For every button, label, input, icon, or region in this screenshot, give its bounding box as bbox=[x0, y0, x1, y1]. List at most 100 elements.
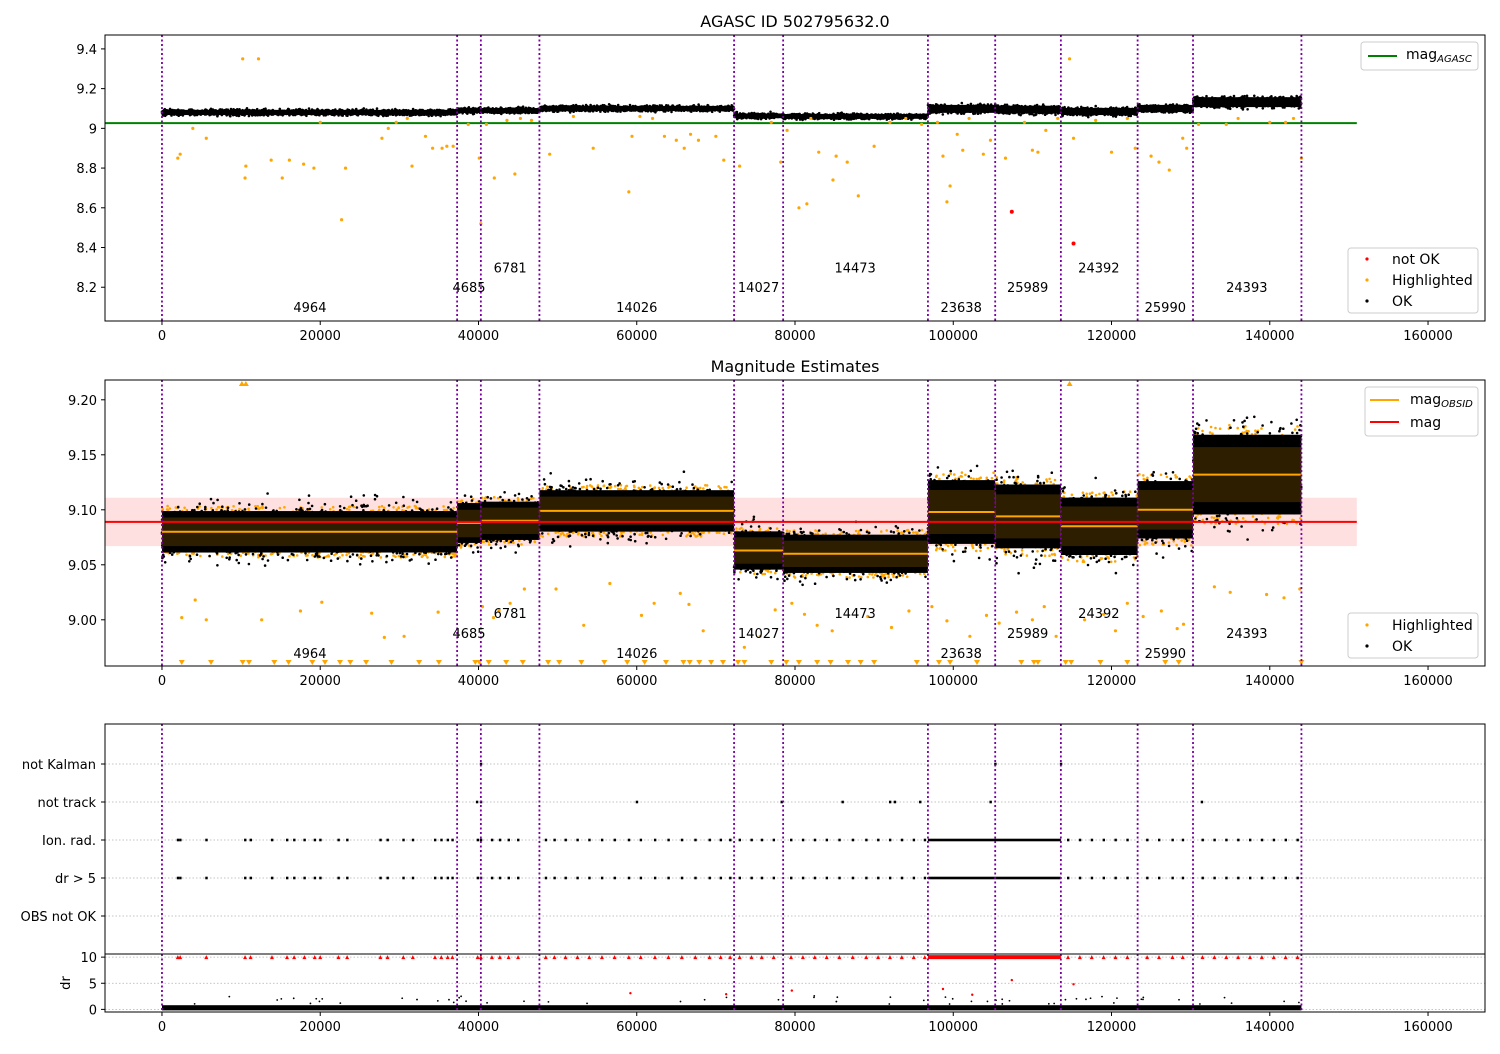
flag-mark bbox=[319, 876, 322, 880]
p1-ytick-label: 8.4 bbox=[76, 242, 97, 257]
dr-red-point bbox=[724, 993, 728, 996]
flag-mark bbox=[588, 838, 591, 842]
dr-point bbox=[1142, 996, 1145, 999]
ok-points bbox=[993, 469, 1063, 575]
dr-clipped-marker bbox=[812, 955, 817, 960]
flag-mark bbox=[440, 876, 443, 880]
highlighted-point bbox=[571, 114, 576, 119]
flag-mark bbox=[1260, 876, 1264, 880]
flag-mark bbox=[553, 876, 556, 880]
p2-obsid-label: 14026 bbox=[616, 647, 657, 662]
highlighted-clipped-marker bbox=[519, 660, 526, 665]
dr-clipped-marker bbox=[1156, 955, 1161, 960]
highlighted-point bbox=[872, 144, 876, 148]
highlighted-clipped-marker bbox=[1124, 660, 1131, 665]
dr-panel: 0 20000 40000 60000 80000 100000 120000 140000 1… bbox=[59, 951, 1486, 1035]
dr-clipped-marker bbox=[1065, 955, 1070, 960]
highlighted-point bbox=[935, 120, 940, 124]
highlighted-point bbox=[582, 623, 586, 627]
flag-mark bbox=[729, 838, 732, 842]
p2-obsid-label: 14027 bbox=[738, 627, 779, 642]
flag-mark bbox=[433, 876, 437, 880]
dr-point bbox=[1047, 1002, 1050, 1005]
dr-clipped-marker bbox=[800, 955, 805, 960]
flag-mark bbox=[1237, 876, 1240, 880]
highlighted-point bbox=[638, 114, 642, 119]
p4-xtick-label: 140000 bbox=[1245, 1020, 1295, 1035]
ok-points bbox=[160, 107, 459, 118]
highlighted-clipped-marker bbox=[936, 660, 943, 665]
flag-mark bbox=[176, 838, 180, 842]
p1-ytick-label: 8.6 bbox=[76, 202, 97, 217]
flag-mark bbox=[1126, 876, 1129, 880]
highlighted-clipped-marker bbox=[601, 660, 608, 665]
dr-clipped-marker bbox=[292, 955, 297, 960]
highlighted-point bbox=[722, 158, 726, 162]
flag-mark bbox=[1102, 838, 1106, 842]
dr-clipped-marker bbox=[506, 955, 511, 960]
highlighted-clipped-marker bbox=[973, 660, 980, 665]
highlighted-clipped-marker bbox=[1175, 660, 1182, 665]
p1-obsid-label: 23638 bbox=[940, 301, 981, 316]
ok-points bbox=[1136, 103, 1194, 114]
flag-mark bbox=[313, 838, 317, 842]
highlighted-clipped-marker bbox=[871, 660, 878, 665]
flag-mark bbox=[1296, 876, 1299, 880]
flag-mark bbox=[476, 876, 480, 880]
flag-mark bbox=[900, 838, 904, 842]
highlighted-point bbox=[591, 146, 595, 150]
highlighted-point bbox=[430, 146, 435, 150]
flag-mark bbox=[588, 876, 591, 880]
highlighted-point bbox=[802, 612, 807, 616]
highlighted-clipped-marker bbox=[641, 660, 648, 665]
p2-ytick-label: 9.10 bbox=[68, 504, 97, 519]
flag-mark bbox=[813, 876, 817, 880]
dr-point bbox=[321, 997, 324, 1000]
p2-xtick-label: 60000 bbox=[616, 674, 657, 689]
flag-mark bbox=[440, 838, 443, 842]
flag-mark bbox=[1200, 800, 1204, 804]
flag-mark bbox=[627, 838, 631, 842]
flag-mark bbox=[553, 838, 556, 842]
flag-mark bbox=[865, 876, 868, 880]
flag-mark bbox=[760, 838, 764, 842]
flag-mark bbox=[479, 838, 483, 842]
ok-points bbox=[538, 103, 736, 114]
dr-point bbox=[1112, 1002, 1115, 1004]
flag-mark bbox=[1181, 838, 1185, 842]
dr-point bbox=[1140, 998, 1143, 1001]
highlighted-point bbox=[1014, 610, 1019, 614]
highlighted-clipped-marker bbox=[857, 660, 864, 665]
ok-points bbox=[1191, 415, 1303, 541]
flag-mark bbox=[379, 838, 382, 842]
flag-mark bbox=[576, 838, 579, 842]
dr-clipped-marker bbox=[563, 955, 568, 960]
flag-row-label: OBS not OK bbox=[21, 910, 97, 925]
dr-clipped-marker bbox=[385, 955, 390, 960]
flag-mark bbox=[653, 838, 657, 842]
flag-row-label: not track bbox=[37, 796, 96, 811]
flag-mark bbox=[780, 800, 783, 804]
flag-mark bbox=[303, 876, 306, 880]
p1-xtick-label: 140000 bbox=[1245, 329, 1295, 344]
flag-mark bbox=[772, 876, 776, 880]
dr-point bbox=[280, 997, 283, 1000]
highlighted-clipped-marker bbox=[416, 660, 423, 665]
dr-clipped-marker bbox=[248, 955, 253, 960]
highlighted-point bbox=[1265, 592, 1269, 597]
flag-mark bbox=[490, 876, 494, 880]
highlighted-point bbox=[178, 152, 182, 156]
highlighted-clipped-marker bbox=[309, 660, 316, 665]
highlighted-point bbox=[269, 158, 273, 162]
highlighted-point bbox=[513, 172, 517, 176]
dr-point bbox=[944, 996, 947, 999]
dr-clipped-marker bbox=[432, 955, 437, 960]
p1-ytick-label: 8.2 bbox=[76, 281, 97, 296]
highlighted-clipped-marker bbox=[435, 660, 442, 665]
flag-mark bbox=[498, 876, 502, 880]
dr-point bbox=[679, 1000, 682, 1003]
flag-mark bbox=[1157, 876, 1161, 880]
dr-axis-label: dr bbox=[59, 976, 74, 990]
flag-mark bbox=[627, 876, 631, 880]
legend-mag-agasc-sub: AGASC bbox=[1436, 54, 1472, 65]
